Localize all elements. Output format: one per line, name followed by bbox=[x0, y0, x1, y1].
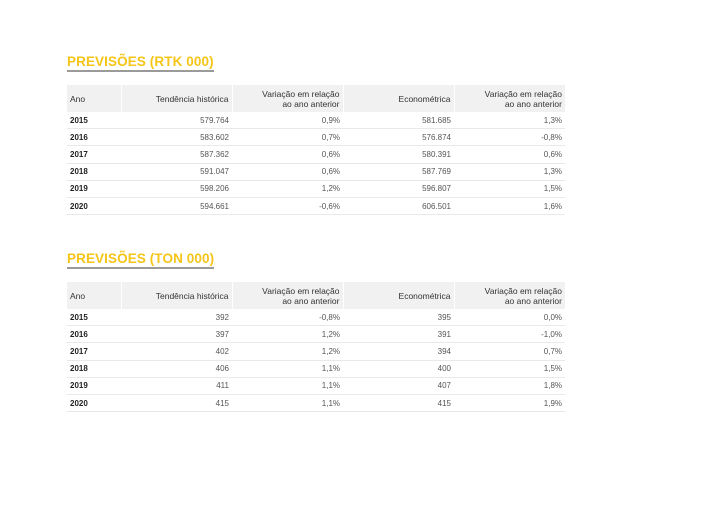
header-variation-1: Variação em relação ao ano anterior bbox=[232, 85, 344, 112]
section-title: PREVISÕES (RTK 000) bbox=[67, 54, 214, 72]
cell-variation-2: 1,9% bbox=[454, 394, 565, 413]
cell-econometric: 391 bbox=[343, 325, 454, 344]
cell-variation-1: -0,8% bbox=[232, 309, 343, 327]
cell-econometric: 596.807 bbox=[343, 180, 454, 198]
header-variation-2: Variação em relação ao ano anterior bbox=[454, 85, 565, 112]
cell-econometric: 407 bbox=[343, 377, 454, 395]
header-year: Ano bbox=[67, 85, 122, 112]
cell-econometric: 576.874 bbox=[343, 128, 454, 147]
table-row: 2015 579.764 0,9% 581.685 1,3% bbox=[67, 112, 565, 130]
table-header-row: Ano Tendência histórica Variação em rela… bbox=[67, 282, 565, 309]
cell-variation-1: 1,1% bbox=[232, 360, 343, 378]
table-row: 2018 406 1,1% 400 1,5% bbox=[67, 360, 565, 378]
cell-year: 2020 bbox=[67, 394, 121, 413]
cell-year: 2016 bbox=[67, 128, 121, 147]
cell-variation-2: 1,5% bbox=[454, 360, 565, 378]
cell-historical: 587.362 bbox=[121, 145, 232, 164]
cell-historical: 583.602 bbox=[121, 128, 232, 147]
header-econometric: Econométrica bbox=[343, 282, 455, 309]
cell-year: 2019 bbox=[67, 377, 121, 395]
cell-variation-1: 1,2% bbox=[232, 180, 343, 198]
header-variation-2-line2: ao ano anterior bbox=[504, 98, 562, 109]
cell-year: 2018 bbox=[67, 360, 121, 378]
header-variation-2-line2: ao ano anterior bbox=[504, 295, 562, 306]
header-variation-1-line2: ao ano anterior bbox=[282, 98, 340, 109]
cell-historical: 411 bbox=[121, 377, 232, 395]
header-variation-2: Variação em relação ao ano anterior bbox=[454, 282, 565, 309]
header-historical: Tendência histórica bbox=[121, 282, 233, 309]
cell-year: 2015 bbox=[67, 309, 121, 327]
forecast-section-rtk: PREVISÕES (RTK 000) Ano Tendência histór… bbox=[67, 53, 565, 216]
cell-year: 2020 bbox=[67, 197, 121, 216]
cell-econometric: 580.391 bbox=[343, 145, 454, 164]
table-row: 2020 594.661 -0,6% 606.501 1,6% bbox=[67, 197, 565, 216]
cell-variation-1: 0,6% bbox=[232, 145, 343, 164]
cell-variation-2: 1,5% bbox=[454, 180, 565, 198]
forecast-table-ton: Ano Tendência histórica Variação em rela… bbox=[67, 282, 565, 413]
cell-variation-1: 0,9% bbox=[232, 112, 343, 130]
header-variation-1-line2: ao ano anterior bbox=[282, 295, 340, 306]
table-row: 2019 411 1,1% 407 1,8% bbox=[67, 377, 565, 395]
table-row: 2016 583.602 0,7% 576.874 -0,8% bbox=[67, 128, 565, 147]
cell-historical: 579.764 bbox=[121, 112, 232, 130]
cell-econometric: 587.769 bbox=[343, 163, 454, 181]
table-row: 2020 415 1,1% 415 1,9% bbox=[67, 394, 565, 413]
cell-econometric: 395 bbox=[343, 309, 454, 327]
cell-historical: 397 bbox=[121, 325, 232, 344]
cell-variation-1: 0,7% bbox=[232, 128, 343, 147]
cell-econometric: 606.501 bbox=[343, 197, 454, 216]
cell-historical: 406 bbox=[121, 360, 232, 378]
cell-historical: 591.047 bbox=[121, 163, 232, 181]
header-year: Ano bbox=[67, 282, 122, 309]
cell-variation-1: 1,1% bbox=[232, 377, 343, 395]
cell-year: 2018 bbox=[67, 163, 121, 181]
header-variation-2-line1: Variação em relação bbox=[484, 88, 562, 99]
cell-variation-2: 0,7% bbox=[454, 342, 565, 361]
table-row: 2017 402 1,2% 394 0,7% bbox=[67, 342, 565, 361]
cell-year: 2015 bbox=[67, 112, 121, 130]
cell-year: 2017 bbox=[67, 342, 121, 361]
cell-variation-2: 1,3% bbox=[454, 163, 565, 181]
cell-variation-2: -1,0% bbox=[454, 325, 565, 344]
header-variation-1-line1: Variação em relação bbox=[262, 88, 340, 99]
cell-variation-1: 0,6% bbox=[232, 163, 343, 181]
cell-variation-2: 0,6% bbox=[454, 145, 565, 164]
header-variation-2-line1: Variação em relação bbox=[484, 285, 562, 296]
header-variation-1-line1: Variação em relação bbox=[262, 285, 340, 296]
cell-econometric: 581.685 bbox=[343, 112, 454, 130]
cell-variation-1: -0,6% bbox=[232, 197, 343, 216]
cell-variation-1: 1,2% bbox=[232, 325, 343, 344]
forecast-table-rtk: Ano Tendência histórica Variação em rela… bbox=[67, 85, 565, 216]
cell-historical: 598.206 bbox=[121, 180, 232, 198]
table-header-row: Ano Tendência histórica Variação em rela… bbox=[67, 85, 565, 112]
cell-econometric: 394 bbox=[343, 342, 454, 361]
section-title: PREVISÕES (TON 000) bbox=[67, 251, 215, 269]
cell-year: 2016 bbox=[67, 325, 121, 344]
cell-econometric: 400 bbox=[343, 360, 454, 378]
cell-year: 2017 bbox=[67, 145, 121, 164]
cell-variation-2: -0,8% bbox=[454, 128, 565, 147]
header-variation-1: Variação em relação ao ano anterior bbox=[232, 282, 344, 309]
table-row: 2019 598.206 1,2% 596.807 1,5% bbox=[67, 180, 565, 198]
cell-variation-1: 1,2% bbox=[232, 342, 343, 361]
table-row: 2016 397 1,2% 391 -1,0% bbox=[67, 325, 565, 344]
cell-historical: 402 bbox=[121, 342, 232, 361]
cell-historical: 392 bbox=[121, 309, 232, 327]
cell-historical: 415 bbox=[121, 394, 232, 413]
cell-variation-2: 1,3% bbox=[454, 112, 565, 130]
table-row: 2018 591.047 0,6% 587.769 1,3% bbox=[67, 163, 565, 181]
cell-variation-2: 1,8% bbox=[454, 377, 565, 395]
forecast-section-ton: PREVISÕES (TON 000) Ano Tendência histór… bbox=[67, 250, 565, 413]
cell-variation-1: 1,1% bbox=[232, 394, 343, 413]
table-row: 2015 392 -0,8% 395 0,0% bbox=[67, 309, 565, 327]
table-row: 2017 587.362 0,6% 580.391 0,6% bbox=[67, 145, 565, 164]
header-econometric: Econométrica bbox=[343, 85, 455, 112]
cell-variation-2: 1,6% bbox=[454, 197, 565, 216]
cell-econometric: 415 bbox=[343, 394, 454, 413]
cell-year: 2019 bbox=[67, 180, 121, 198]
cell-historical: 594.661 bbox=[121, 197, 232, 216]
header-historical: Tendência histórica bbox=[121, 85, 233, 112]
cell-variation-2: 0,0% bbox=[454, 309, 565, 327]
